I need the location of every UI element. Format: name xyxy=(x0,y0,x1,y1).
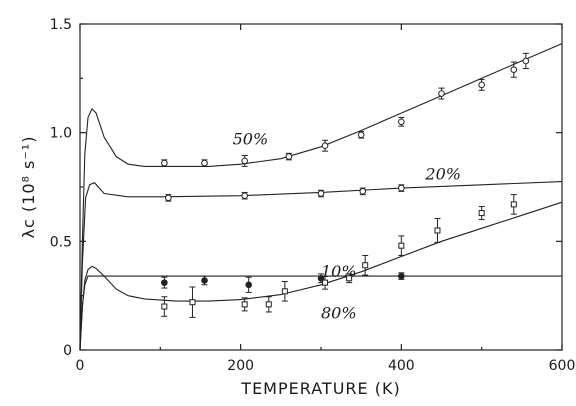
data-point xyxy=(241,157,248,165)
data-point xyxy=(201,277,208,284)
data-point xyxy=(245,281,252,289)
data-point xyxy=(510,66,518,73)
data-point xyxy=(265,301,272,308)
data-point xyxy=(189,299,196,306)
y-axis-label: λc (10⁸ s⁻¹) xyxy=(19,136,38,239)
x-tick-label: 0 xyxy=(76,358,85,374)
data-point xyxy=(285,153,293,160)
data-point xyxy=(359,188,367,195)
data-point xyxy=(201,159,208,167)
data-point xyxy=(398,118,405,126)
data-point xyxy=(398,242,405,249)
data-point xyxy=(510,201,517,208)
x-axis-label: TEMPERATURE (K) xyxy=(240,379,400,398)
data-point xyxy=(478,81,485,89)
data-point xyxy=(281,288,288,295)
data-point xyxy=(161,303,168,310)
fit-curve-50pct xyxy=(79,43,563,351)
data-point xyxy=(241,301,248,308)
data-point xyxy=(165,194,172,202)
y-tick-label: 0 xyxy=(63,343,72,359)
data-point xyxy=(346,275,353,282)
data-point xyxy=(321,142,329,150)
data-point xyxy=(522,57,530,65)
data-point xyxy=(478,210,485,217)
data-point xyxy=(357,131,365,139)
data-point xyxy=(161,159,168,167)
series-label: 50% xyxy=(233,130,269,149)
data-point xyxy=(161,279,168,286)
y-tick-label: 0.5 xyxy=(50,234,72,250)
x-tick-label: 400 xyxy=(388,358,415,374)
y-tick-label: 1.0 xyxy=(50,126,72,142)
plot-frame xyxy=(79,23,563,351)
x-tick-label: 200 xyxy=(227,358,254,374)
data-point xyxy=(398,272,405,280)
data-point xyxy=(322,279,329,286)
data-point xyxy=(438,90,445,97)
plot-area: 0 200 400 600 0 0.5 1.0 1.5 TEMPERATURE (K) λc (1… xyxy=(19,17,575,398)
data-point xyxy=(241,192,248,199)
series-label: 80% xyxy=(321,303,357,322)
data-point xyxy=(398,184,405,192)
data-point xyxy=(434,227,441,234)
series-label: 20% xyxy=(424,164,461,183)
x-tick-label: 600 xyxy=(549,358,576,374)
data-point xyxy=(362,262,369,269)
y-tick-label: 1.5 xyxy=(50,17,72,33)
fit-curve-80pct xyxy=(79,201,563,351)
data-point xyxy=(317,190,325,197)
